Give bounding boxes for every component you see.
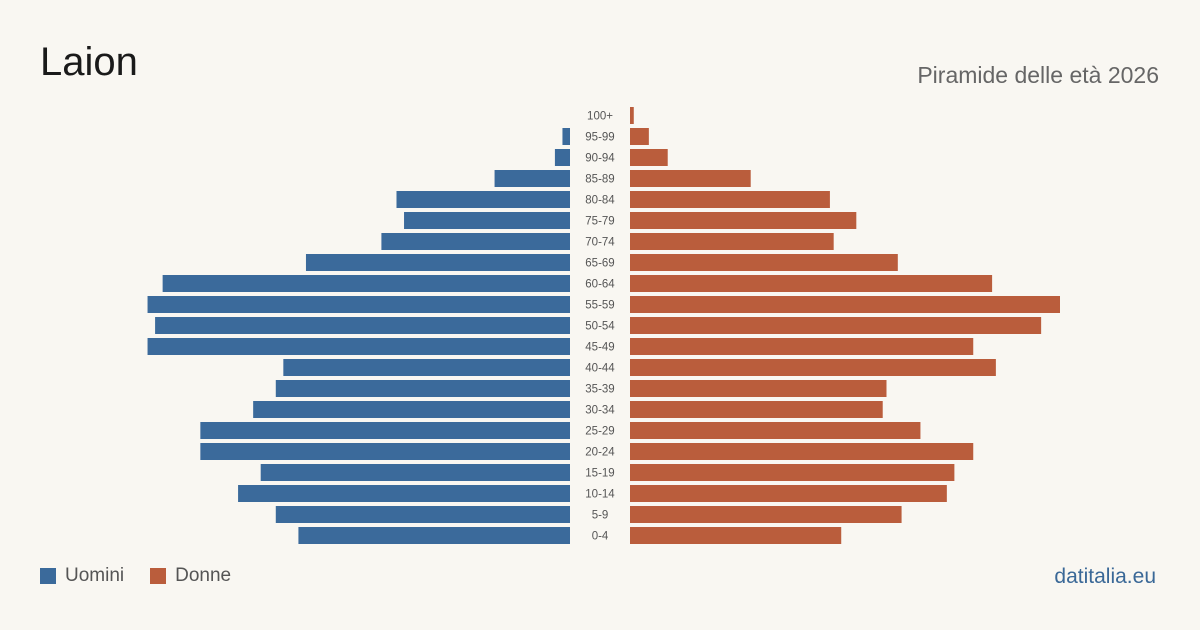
- bar-women-50-54: [630, 317, 1042, 334]
- age-label-30-34: 30-34: [585, 405, 615, 417]
- bar-women-45-49: [630, 338, 974, 355]
- bar-women-60-64: [630, 275, 993, 292]
- bar-men-15-19: [260, 464, 570, 481]
- bar-women-0-4: [630, 527, 842, 544]
- bar-men-80-84: [396, 191, 570, 208]
- bar-men-55-59: [147, 296, 570, 313]
- age-label-25-29: 25-29: [585, 426, 614, 438]
- age-label-45-49: 45-49: [585, 342, 614, 354]
- bar-men-85-89: [494, 170, 570, 187]
- legend-swatch-men: [40, 568, 56, 584]
- bar-men-5-9: [275, 506, 570, 523]
- chart-title: Laion: [40, 40, 138, 84]
- bar-women-100+: [630, 107, 634, 124]
- bar-men-45-49: [147, 338, 570, 355]
- bar-men-60-64: [162, 275, 570, 292]
- bar-men-75-79: [404, 212, 570, 229]
- age-label-10-14: 10-14: [585, 489, 615, 501]
- legend-swatch-women: [150, 568, 167, 584]
- bar-men-40-44: [283, 359, 570, 376]
- age-label-90-94: 90-94: [585, 153, 615, 165]
- age-label-85-89: 85-89: [585, 174, 614, 186]
- age-label-100+: 100+: [587, 111, 613, 123]
- bar-men-65-69: [305, 254, 570, 271]
- age-label-50-54: 50-54: [585, 321, 615, 333]
- age-label-20-24: 20-24: [585, 447, 615, 459]
- age-label-40-44: 40-44: [585, 363, 615, 375]
- legend-item-women: Donne: [150, 565, 231, 587]
- bar-women-25-29: [630, 422, 921, 439]
- bar-women-70-74: [630, 233, 834, 250]
- bar-women-15-19: [630, 464, 955, 481]
- bar-men-10-14: [238, 485, 570, 502]
- bar-men-25-29: [200, 422, 570, 439]
- bar-women-20-24: [630, 443, 974, 460]
- bar-women-85-89: [630, 170, 751, 187]
- age-label-5-9: 5-9: [592, 510, 609, 522]
- legend-item-men: Uomini: [40, 565, 124, 587]
- age-label-70-74: 70-74: [585, 237, 615, 249]
- bar-women-5-9: [630, 506, 902, 523]
- bar-women-80-84: [630, 191, 830, 208]
- bar-men-0-4: [298, 527, 570, 544]
- age-label-75-79: 75-79: [585, 216, 614, 228]
- chart-subtitle: Piramide delle età 2026: [917, 62, 1159, 88]
- legend: Uomini Donne: [40, 565, 231, 587]
- bar-women-90-94: [630, 149, 668, 166]
- age-label-0-4: 0-4: [592, 531, 609, 543]
- bar-men-30-34: [253, 401, 570, 418]
- bar-women-35-39: [630, 380, 887, 397]
- age-label-60-64: 60-64: [585, 279, 615, 291]
- bar-women-65-69: [630, 254, 898, 271]
- age-label-35-39: 35-39: [585, 384, 614, 396]
- brand-link[interactable]: datitalia.eu: [1054, 565, 1156, 588]
- bar-men-90-94: [554, 149, 570, 166]
- age-label-65-69: 65-69: [585, 258, 614, 270]
- bar-men-50-54: [155, 317, 571, 334]
- bar-women-95-99: [630, 128, 649, 145]
- bar-men-20-24: [200, 443, 570, 460]
- age-label-55-59: 55-59: [585, 300, 614, 312]
- bar-women-75-79: [630, 212, 857, 229]
- bar-men-95-99: [562, 128, 570, 145]
- legend-label-women: Donne: [175, 565, 232, 586]
- legend-label-men: Uomini: [65, 565, 125, 586]
- bar-women-30-34: [630, 401, 883, 418]
- bar-women-40-44: [630, 359, 996, 376]
- age-label-15-19: 15-19: [585, 468, 614, 480]
- bar-women-10-14: [630, 485, 947, 502]
- bar-men-35-39: [275, 380, 570, 397]
- age-label-80-84: 80-84: [585, 195, 615, 207]
- bar-men-70-74: [381, 233, 570, 250]
- age-label-95-99: 95-99: [585, 132, 614, 144]
- bar-women-55-59: [630, 296, 1060, 313]
